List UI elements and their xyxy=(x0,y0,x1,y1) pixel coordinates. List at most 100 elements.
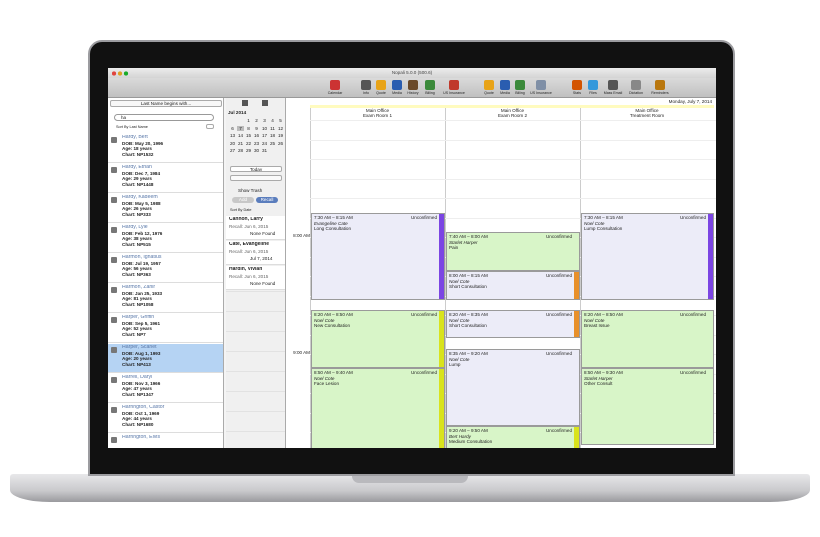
calendar-day[interactable]: 3 xyxy=(263,118,266,123)
calendar-day[interactable]: 22 xyxy=(245,140,252,146)
calendar-day[interactable]: 4 xyxy=(271,118,274,123)
appointment[interactable]: 9:20 AM – 9:50 AM Unconfirmed Bert Hardy Me… xyxy=(446,426,580,448)
patient-row[interactable]: Harper, Griffin DOB: Sep 5, 1961 Age: 52 y… xyxy=(108,314,223,343)
patient-row[interactable]: Hardy, Lyle DOB: Feb 12, 1976 Age: 38 year… xyxy=(108,224,223,253)
window-title: Nopali 5.0.0 (500.6) xyxy=(391,70,433,75)
appointment-status: Unconfirmed xyxy=(410,312,437,317)
calendar-day[interactable]: 9 xyxy=(255,125,258,131)
recall-row[interactable]: Cannon, Larry Recall: Jun 6, 2015 None Fou… xyxy=(226,216,285,240)
patient-row[interactable]: Hardy, Bert DOB: May 20, 1996 Age: 18 year… xyxy=(108,134,223,163)
patient-row[interactable]: Hardy, Ethan DOB: Dec 7, 1984 Age: 29 year… xyxy=(108,164,223,193)
calendar-day[interactable]: 12 xyxy=(277,125,284,131)
empty-row xyxy=(226,311,285,312)
calendar-day[interactable]: 31 xyxy=(261,148,268,153)
calendar-day[interactable]: 8 xyxy=(247,125,250,131)
appointment-patient: Noel Cote xyxy=(584,220,605,226)
patient-row[interactable]: Harrington, Elvis xyxy=(108,434,223,448)
appointment[interactable]: 7:30 AM – 8:15 AM Unconfirmed Evangeline C… xyxy=(311,213,445,300)
toolbar-label: Stats xyxy=(572,91,582,95)
toolbar-button[interactable] xyxy=(484,80,494,90)
calendar-day[interactable]: 23 xyxy=(253,140,260,146)
show-trash[interactable]: Show Trash xyxy=(238,188,263,193)
room-office: Main Office xyxy=(635,108,659,113)
appointment-status: Unconfirmed xyxy=(410,370,437,375)
appointment-reason: Pain xyxy=(449,245,459,250)
view-buttons[interactable] xyxy=(230,175,282,181)
calendar-day[interactable]: 13 xyxy=(229,133,236,138)
patient-name: Harrell, Daryl xyxy=(122,375,153,380)
calendar-day[interactable]: 24 xyxy=(261,140,268,146)
calendar-day[interactable]: 27 xyxy=(229,148,236,153)
recall-row[interactable]: Cate, Evangeline Recall: Jun 6, 2015 Jul 7… xyxy=(226,241,285,265)
calendar-day[interactable]: 7 xyxy=(237,125,244,131)
room-name: Exam Room 1 xyxy=(362,113,393,118)
calendar-day[interactable]: 2 xyxy=(255,118,258,123)
calendar-day[interactable]: 16 xyxy=(253,133,260,138)
calendar-day[interactable]: 5 xyxy=(279,118,282,123)
today-button[interactable]: Today xyxy=(230,166,282,172)
patient-dob: DOB: Dec 7, 1984 xyxy=(122,170,161,176)
toolbar-button[interactable] xyxy=(631,80,641,90)
calendar-day[interactable]: 20 xyxy=(229,140,236,146)
toolbar: Calendar Info Quote Media History Billing US I… xyxy=(108,78,716,98)
panel-button[interactable]: Recall xyxy=(256,197,278,203)
calendar-day[interactable]: 19 xyxy=(277,133,284,138)
patient-icon xyxy=(111,407,117,413)
calendar-day[interactable]: 30 xyxy=(253,148,260,153)
calendar-day[interactable]: 29 xyxy=(245,148,252,153)
appointment[interactable]: 8:50 AM – 9:40 AM Unconfirmed Noel Cote Fac… xyxy=(311,368,445,448)
appointment[interactable]: 8:20 AM – 8:35 AM Unconfirmed Noel Cote Sho… xyxy=(446,310,580,338)
toolbar-button[interactable] xyxy=(376,80,386,90)
toolbar-button[interactable] xyxy=(515,80,525,90)
appointment[interactable]: 7:40 AM – 8:00 AM Unconfirmed Starlet Harp… xyxy=(446,232,580,271)
toolbar-button[interactable] xyxy=(449,80,459,90)
add-button[interactable] xyxy=(206,124,214,129)
filter-dropdown[interactable]: Last Name begins with... xyxy=(110,100,222,107)
patient-row[interactable]: Harmon, Ignatius DOB: Jul 19, 1957 Age: 56… xyxy=(108,254,223,283)
calendar-day[interactable]: 18 xyxy=(269,133,276,138)
calendar-day[interactable]: 25 xyxy=(269,140,276,146)
panel-button[interactable]: Add xyxy=(232,197,254,203)
appointment-status: Unconfirmed xyxy=(545,428,572,433)
search-field[interactable]: ha xyxy=(114,114,214,121)
appointment[interactable]: 8:50 AM – 9:30 AM Unconfirmed Starlet Harp… xyxy=(581,368,714,445)
calendar-day[interactable]: 11 xyxy=(270,125,275,131)
toolbar-button[interactable] xyxy=(392,80,402,90)
toolbar-button[interactable] xyxy=(330,80,340,90)
calendar-day[interactable]: 14 xyxy=(237,133,244,138)
patient-name: Hardy, Ethan xyxy=(122,165,152,170)
calendar-day[interactable]: 15 xyxy=(245,133,252,138)
patient-row[interactable]: Harmon, Zahir DOB: Jan 25, 1933 Age: 81 ye… xyxy=(108,284,223,313)
toolbar-button[interactable] xyxy=(425,80,435,90)
calendar-day[interactable]: 1 xyxy=(247,118,250,123)
patient-age: Age: 44 years xyxy=(122,416,152,421)
calendar-day[interactable]: 6 xyxy=(231,125,234,131)
toolbar-button[interactable] xyxy=(588,80,598,90)
toolbar-button[interactable] xyxy=(408,80,418,90)
calendar-day[interactable]: 10 xyxy=(261,125,268,131)
toolbar-button[interactable] xyxy=(655,80,665,90)
appointment[interactable]: 8:20 AM – 8:50 AM Unconfirmed Noel Cote New… xyxy=(311,310,445,368)
patient-row[interactable]: Harper, Scarlet DOB: Aug 1, 1993 Age: 20 y… xyxy=(108,344,223,373)
patient-row[interactable]: Harrell, Daryl DOB: Nov 3, 1966 Age: 47 ye… xyxy=(108,374,223,403)
recall-row[interactable]: Hardin, Vivian Recall: Jun 6, 2015 None Fo… xyxy=(226,266,285,290)
calendar-day[interactable]: 21 xyxy=(237,140,244,146)
patient-dob: DOB: Jan 25, 1933 xyxy=(122,290,163,296)
toolbar-button[interactable] xyxy=(500,80,510,90)
toolbar-button[interactable] xyxy=(572,80,582,90)
calendar-day[interactable]: 28 xyxy=(237,148,244,153)
patient-row[interactable]: Harrington, Castor DOB: Oct 1, 1969 Age: 4… xyxy=(108,404,223,433)
appointment[interactable]: 8:00 AM – 8:15 AM Unconfirmed Noel Cote Sho… xyxy=(446,271,580,300)
appointment[interactable]: 8:20 AM – 8:50 AM Unconfirmed Noel Cote Bre… xyxy=(581,310,714,368)
toolbar-button[interactable] xyxy=(536,80,546,90)
calendar-day[interactable]: 17 xyxy=(261,133,268,138)
toolbar-label: Media xyxy=(500,91,510,95)
appointment[interactable]: 7:30 AM – 8:15 AM Unconfirmed Noel Cote Lum… xyxy=(581,213,714,300)
toolbar-button[interactable] xyxy=(361,80,371,90)
appointment[interactable]: 8:35 AM – 9:20 AM Unconfirmed Noel Cote Lum… xyxy=(446,349,580,426)
appointment-reason: Other Consult xyxy=(584,381,613,386)
patient-row[interactable]: Hardy, Kadeem DOB: May 5, 1988 Age: 26 yea… xyxy=(108,194,223,223)
toolbar-button[interactable] xyxy=(608,80,618,90)
calendar-day[interactable]: 26 xyxy=(277,140,284,146)
appointment-time: 7:30 AM – 8:15 AM xyxy=(314,215,353,220)
